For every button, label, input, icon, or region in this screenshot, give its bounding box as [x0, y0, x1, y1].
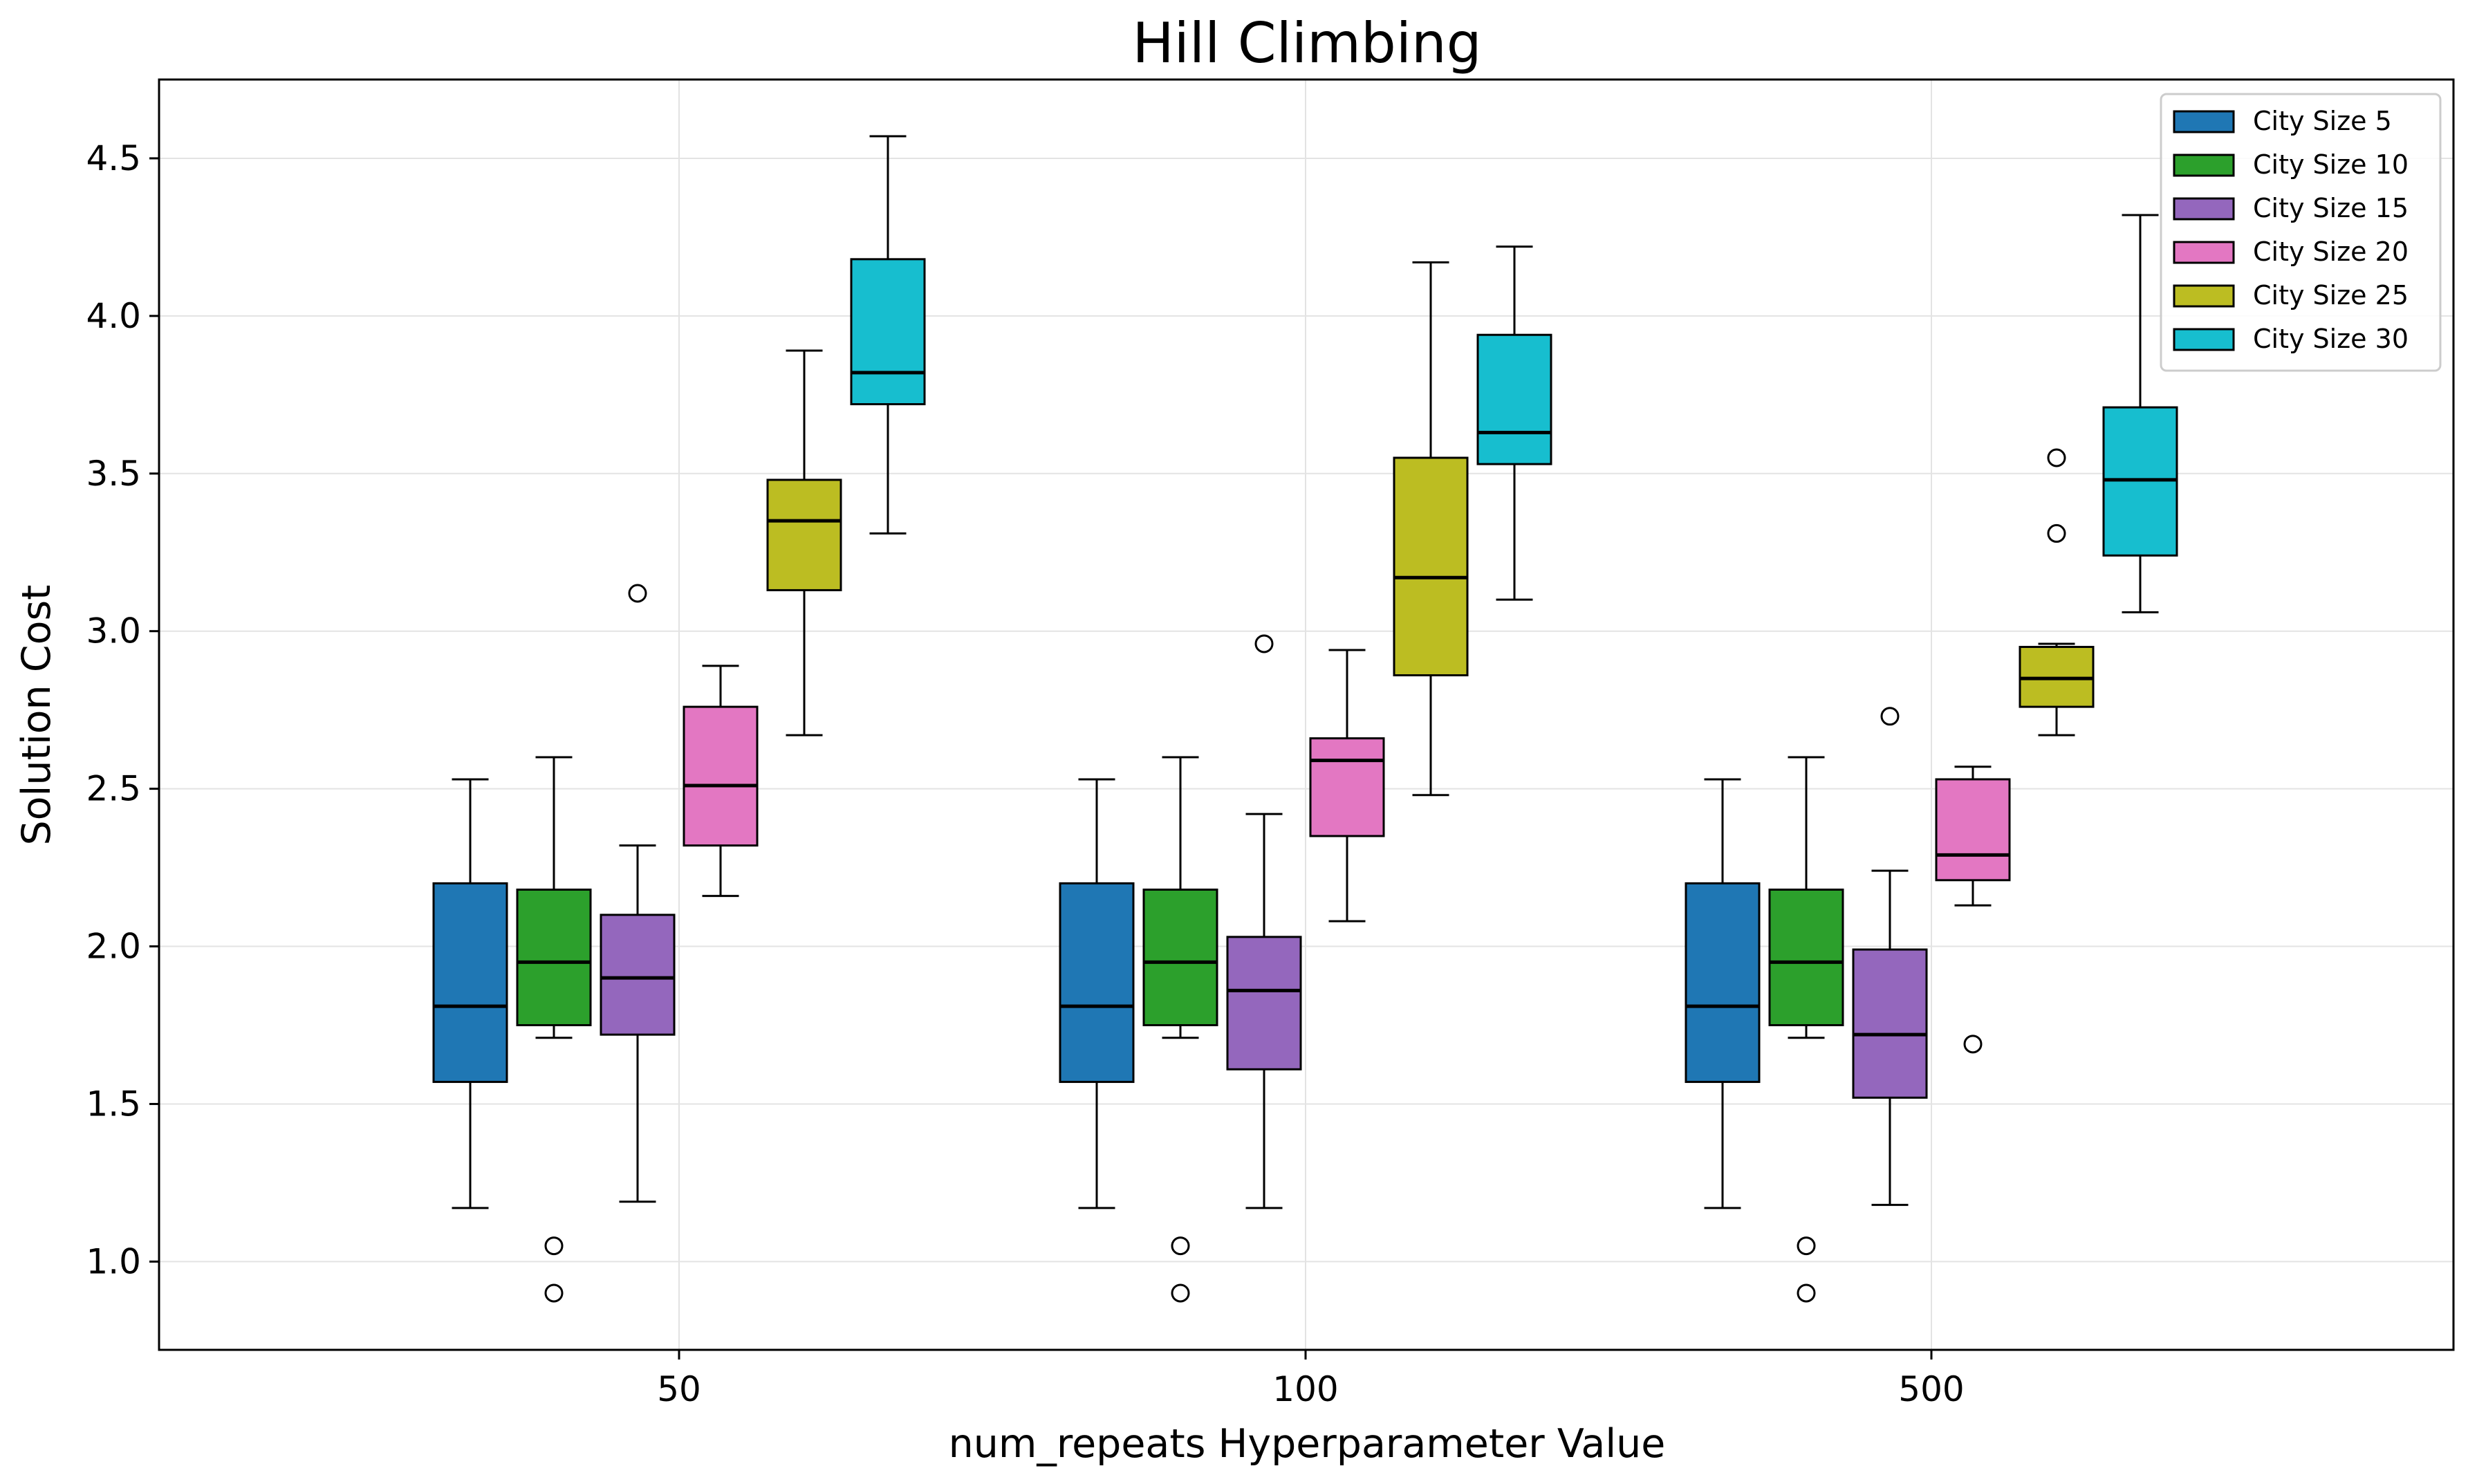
outlier-point [1963, 1035, 1983, 1054]
box-city-size-20-500 [1935, 766, 2011, 1054]
outlier-point [1797, 1236, 1816, 1256]
legend: City Size 5 City Size 10 City Size 15 City … [2160, 93, 2442, 372]
iqr-box [683, 705, 759, 847]
iqr-box [766, 479, 842, 591]
box-city-size-5-500 [1685, 778, 1761, 1209]
box-city-size-20-50 [683, 665, 759, 898]
gridlines [159, 80, 2453, 1350]
iqr-box [432, 882, 508, 1084]
iqr-box [1393, 456, 1469, 677]
iqr-box [1852, 948, 1928, 1099]
legend-swatch [2173, 241, 2235, 264]
box-city-size-25-500 [2019, 448, 2095, 736]
iqr-box [850, 258, 926, 406]
legend-label: City Size 5 [2253, 106, 2392, 136]
iqr-box [1768, 888, 1844, 1026]
box-city-size-15-50 [600, 584, 676, 1203]
y-tick-label: 1.0 [86, 1241, 141, 1281]
box-city-size-10-500 [1768, 756, 1844, 1303]
box-city-size-25-50 [766, 349, 842, 736]
outlier-point [628, 584, 647, 603]
legend-swatch [2173, 197, 2235, 221]
x-tick-label: 50 [657, 1369, 701, 1409]
box-city-size-10-100 [1142, 756, 1218, 1303]
x-tick-label: 100 [1272, 1369, 1338, 1409]
box-city-size-30-50 [850, 135, 926, 535]
iqr-box [600, 913, 676, 1036]
outlier-point [1797, 1283, 1816, 1303]
legend-swatch [2173, 328, 2235, 351]
y-tick-label: 4.0 [86, 296, 141, 336]
y-axis-ticks: 1.0 1.5 2.0 2.5 3.0 3.5 4.0 4.5 [86, 138, 159, 1281]
box-city-size-10-50 [516, 756, 592, 1303]
box-city-size-25-100 [1393, 261, 1469, 797]
iqr-box [1476, 333, 1552, 465]
iqr-box [1935, 778, 2011, 882]
x-axis-ticks: 50 100 500 [657, 1350, 1965, 1409]
box-city-size-30-500 [2102, 214, 2178, 613]
y-tick-label: 2.5 [86, 769, 141, 809]
outlier-point [2047, 448, 2066, 467]
outlier-point [1171, 1283, 1190, 1303]
x-tick-label: 500 [1898, 1369, 1964, 1409]
y-tick-label: 2.0 [86, 927, 141, 967]
box-city-size-5-100 [1059, 778, 1135, 1209]
y-tick-label: 4.5 [86, 138, 141, 178]
y-axis-label: Solution Cost [14, 584, 59, 845]
legend-label: City Size 10 [2253, 149, 2409, 180]
y-tick-label: 1.5 [86, 1084, 141, 1124]
box-city-size-15-500 [1852, 707, 1928, 1206]
legend-swatch [2173, 284, 2235, 308]
outlier-point [544, 1283, 564, 1303]
outlier-point [1171, 1236, 1190, 1256]
box-city-size-30-100 [1476, 245, 1552, 601]
iqr-box [516, 888, 592, 1026]
legend-label: City Size 15 [2253, 193, 2409, 223]
legend-swatch [2173, 110, 2235, 133]
legend-label: City Size 30 [2253, 324, 2409, 354]
box-city-size-5-50 [432, 778, 508, 1209]
legend-swatch [2173, 154, 2235, 177]
x-axis-label: num_repeats Hyperparameter Value [949, 1421, 1666, 1467]
box-series [432, 135, 2178, 1303]
box-city-size-15-100 [1226, 634, 1302, 1209]
iqr-box [1226, 936, 1302, 1070]
iqr-box [1309, 737, 1385, 837]
chart-title: Hill Climbing [1133, 11, 1482, 75]
outlier-point [544, 1236, 564, 1256]
iqr-box [1142, 888, 1218, 1026]
y-tick-label: 3.5 [86, 454, 141, 494]
outlier-point [1880, 707, 1900, 726]
outlier-point [2047, 523, 2066, 543]
iqr-box [1685, 882, 1761, 1084]
legend-label: City Size 25 [2253, 280, 2409, 310]
legend-label: City Size 20 [2253, 236, 2409, 267]
outlier-point [1254, 634, 1274, 653]
y-tick-label: 3.0 [86, 611, 141, 651]
box-city-size-20-100 [1309, 649, 1385, 922]
iqr-box [1059, 882, 1135, 1084]
